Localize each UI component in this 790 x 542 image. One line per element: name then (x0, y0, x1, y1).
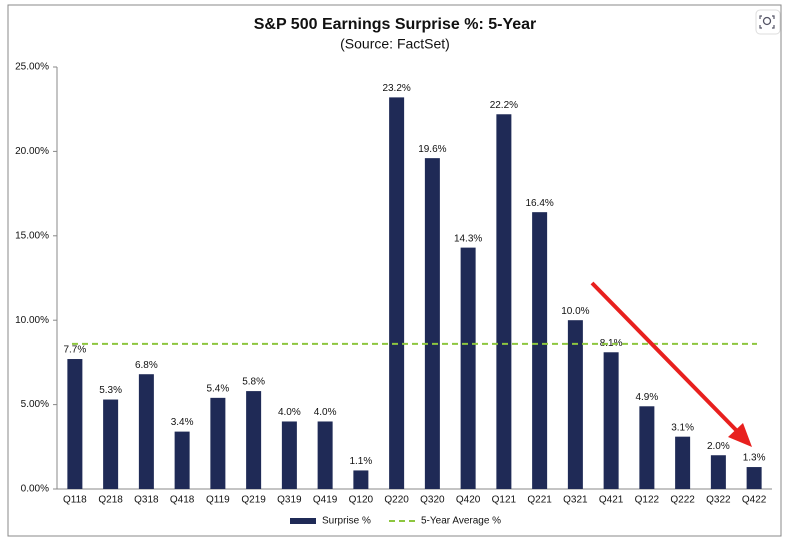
bar (353, 470, 369, 489)
legend-label: 5-Year Average % (421, 516, 501, 527)
y-tick-label: 15.00% (15, 230, 49, 241)
trend-arrow (590, 281, 752, 447)
bar (710, 455, 726, 489)
bar (424, 158, 440, 490)
arrow-head (728, 423, 752, 447)
bar (246, 391, 262, 489)
x-tick-label: Q119 (206, 495, 230, 506)
y-tick-label: 0.00% (21, 484, 49, 495)
bar (281, 421, 297, 489)
bar (532, 212, 548, 489)
icon-corners (759, 15, 775, 29)
x-tick-label: Q218 (98, 495, 123, 506)
data-label: 19.6% (418, 144, 446, 155)
x-tick-label: Q419 (313, 495, 338, 506)
bar (460, 247, 476, 489)
bar (103, 399, 119, 489)
data-label: 6.8% (135, 360, 158, 371)
bar (389, 97, 405, 489)
data-label: 5.8% (242, 377, 265, 388)
data-label: 1.3% (743, 453, 766, 464)
x-tick-label: Q421 (599, 495, 624, 506)
x-tick-label: Q319 (277, 495, 302, 506)
data-label: 3.1% (671, 422, 694, 433)
legend-label: Surprise % (322, 516, 371, 527)
x-tick-label: Q118 (63, 495, 87, 506)
x-tick-label: Q120 (349, 495, 374, 506)
data-label: 4.0% (278, 407, 301, 418)
x-tick-label: Q122 (635, 495, 660, 506)
bar (496, 114, 512, 489)
y-tick-label: 25.00% (15, 62, 49, 73)
data-label: 2.0% (707, 441, 730, 452)
data-label: 10.0% (561, 306, 589, 317)
bar (603, 352, 619, 489)
x-tick-label: Q220 (384, 495, 409, 506)
bar (567, 320, 583, 489)
bar (67, 359, 83, 489)
x-tick-label: Q422 (742, 495, 767, 506)
icon-glass (762, 16, 772, 26)
data-label: 16.4% (525, 198, 553, 209)
data-label: 7.7% (63, 345, 86, 356)
x-tick-label: Q321 (563, 495, 588, 506)
legend-swatch (290, 518, 316, 524)
chart-subtitle: (Source: FactSet) (340, 36, 450, 52)
y-tick-label: 20.00% (15, 146, 49, 157)
data-label: 23.2% (382, 83, 410, 94)
x-tick-label: Q318 (134, 495, 159, 506)
data-label: 5.4% (206, 383, 229, 394)
x-tick-label: Q320 (420, 495, 445, 506)
y-tick-label: 5.00% (21, 399, 49, 410)
bar (317, 421, 333, 489)
bar (138, 374, 154, 489)
data-label: 4.9% (635, 392, 658, 403)
x-tick-label: Q221 (527, 495, 552, 506)
data-label: 8.1% (600, 338, 623, 349)
x-tick-label: Q222 (670, 495, 695, 506)
data-label: 3.4% (171, 417, 194, 428)
bar (675, 436, 691, 489)
bar (639, 406, 655, 489)
x-tick-label: Q219 (241, 495, 266, 506)
y-tick-label: 10.00% (15, 315, 49, 326)
data-label: 5.3% (99, 385, 122, 396)
expand-icon[interactable] (755, 9, 781, 35)
data-label: 1.1% (349, 456, 372, 467)
data-label: 4.0% (314, 407, 337, 418)
bar (746, 467, 762, 489)
data-label: 22.2% (490, 100, 518, 111)
x-tick-label: Q418 (170, 495, 195, 506)
marks: 0.00% 5.00% 10.00% 15.00% 20.00% 25.00% Q118 Q2… (15, 62, 767, 527)
x-tick-label: Q322 (706, 495, 731, 506)
x-tick-label: Q420 (456, 495, 481, 506)
bar (210, 397, 226, 489)
x-tick-label: Q121 (492, 495, 517, 506)
icon-frame[interactable] (755, 9, 781, 35)
bar (174, 431, 190, 489)
chart-title: S&P 500 Earnings Surprise %: 5-Year (254, 16, 537, 33)
data-label: 14.3% (454, 233, 482, 244)
arrow-shaft (590, 281, 740, 434)
